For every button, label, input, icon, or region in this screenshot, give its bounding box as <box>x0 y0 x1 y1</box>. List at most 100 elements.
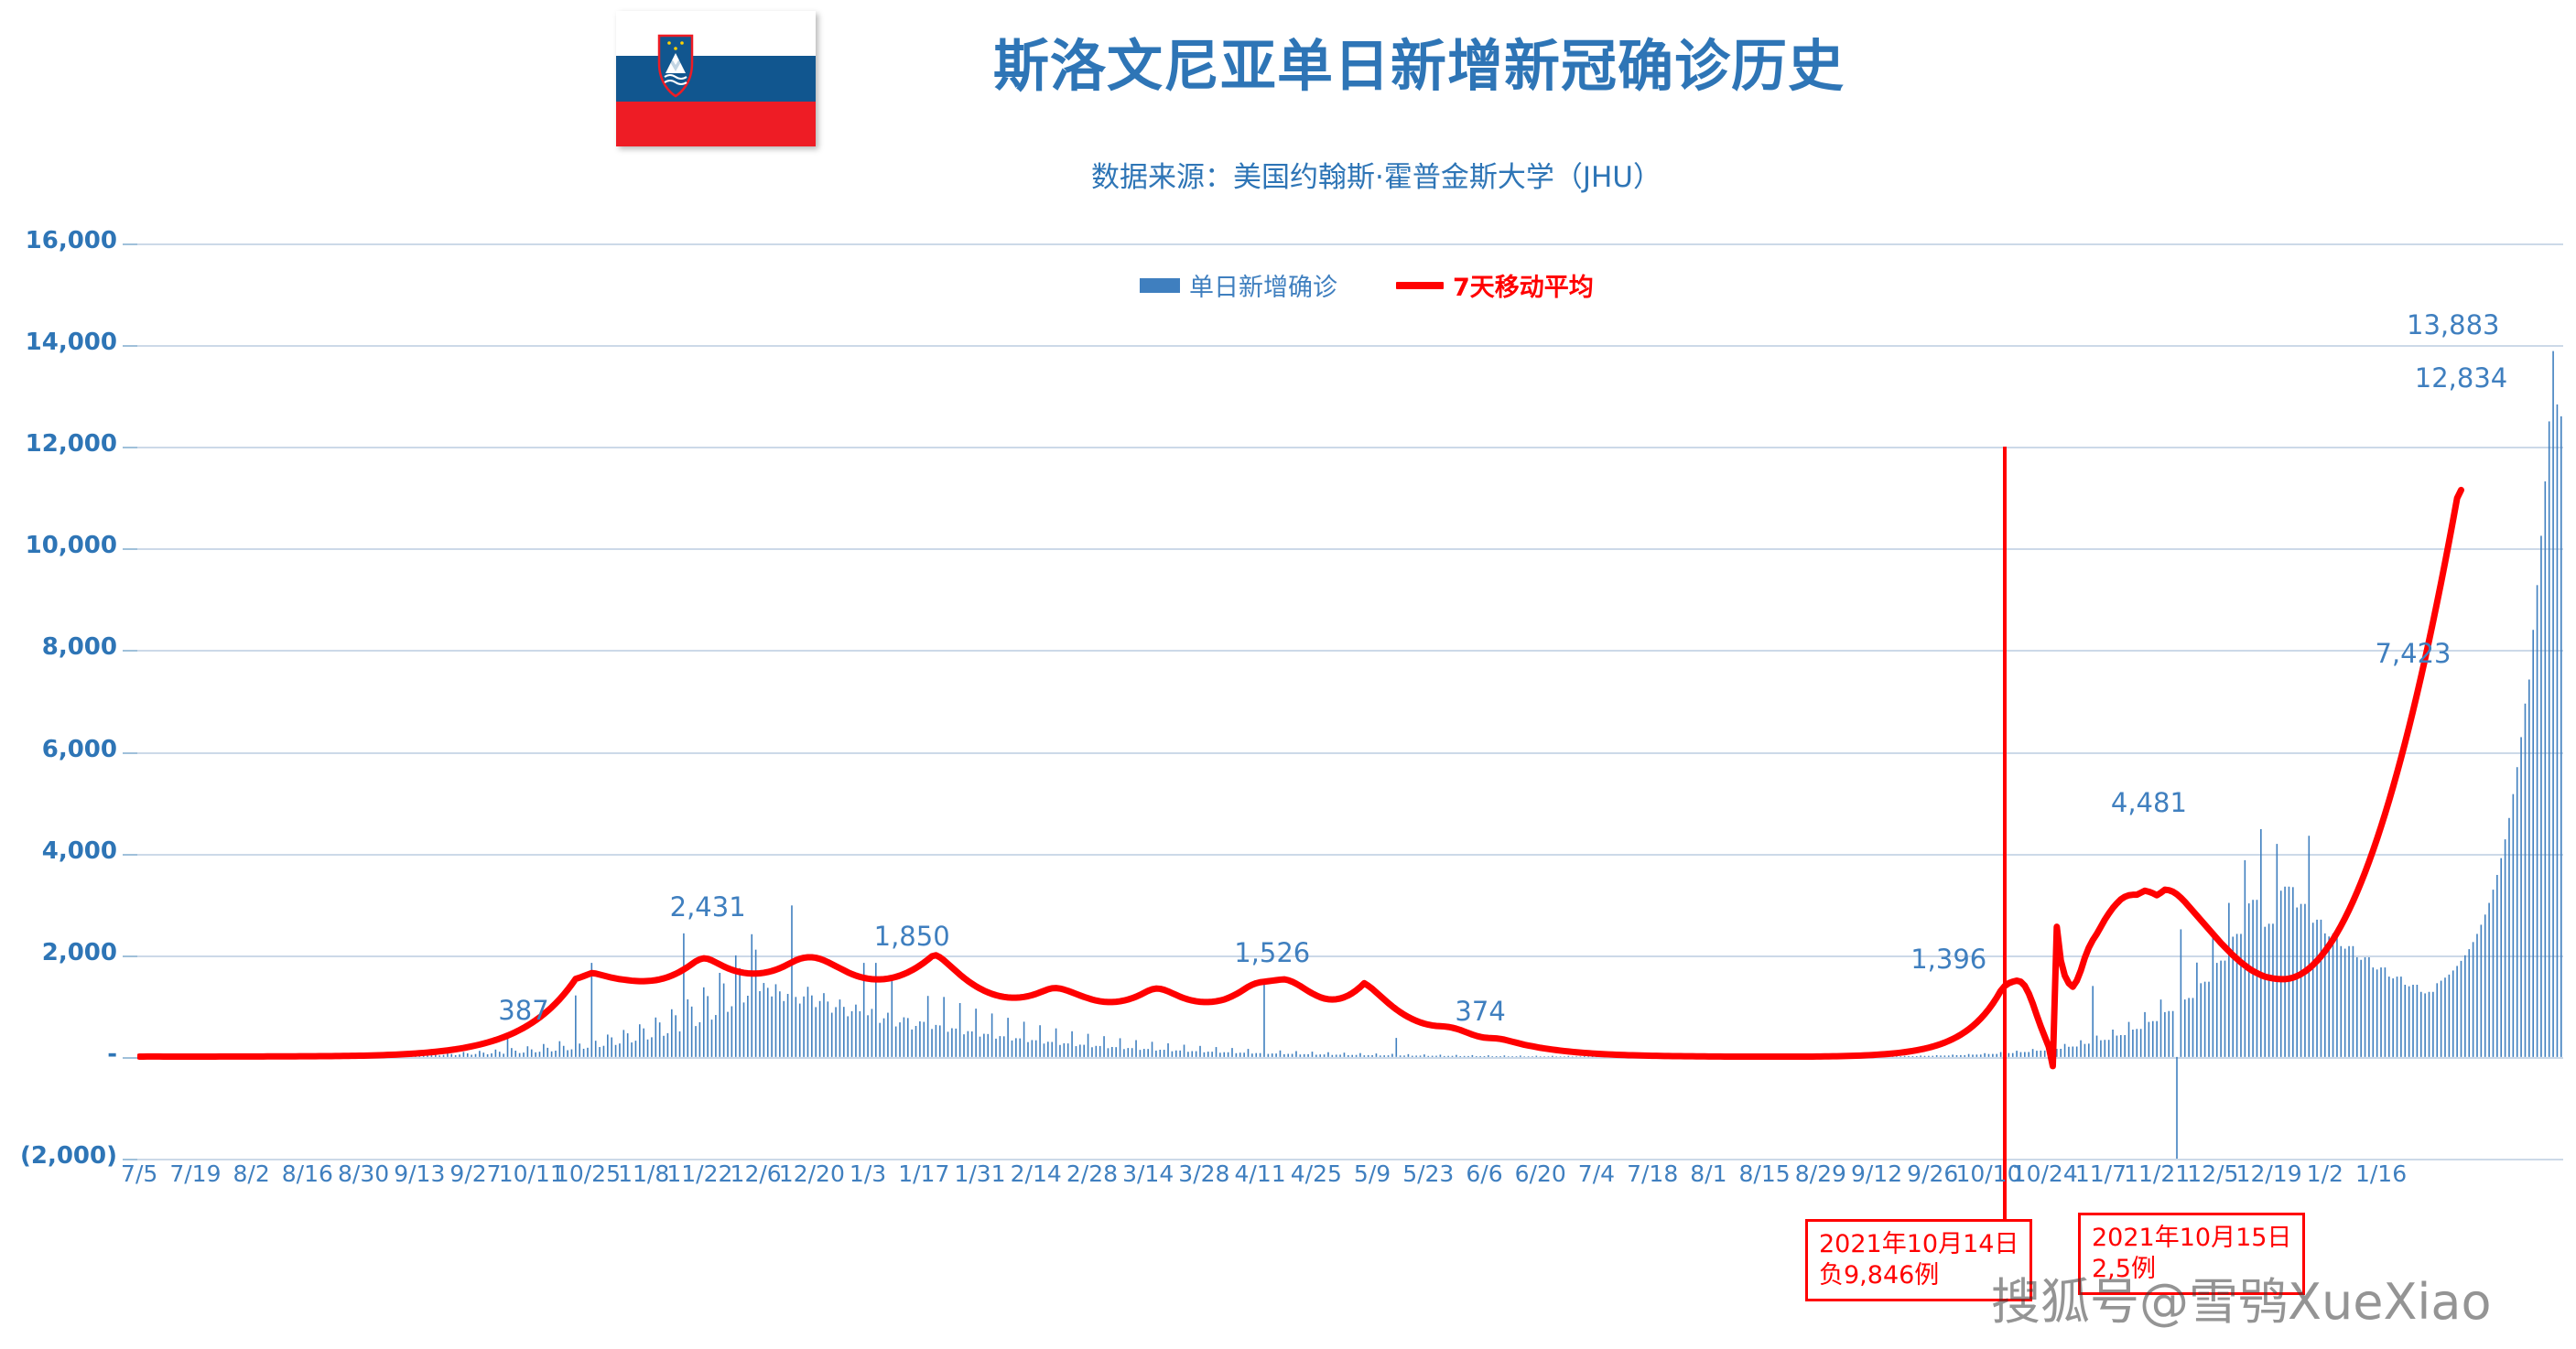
x-axis-tick-label: 7/4 <box>1577 1160 1616 1187</box>
flag-band-blue <box>616 56 816 102</box>
x-axis-tick-label: 10/10 <box>1955 1160 2022 1187</box>
data-point-label: 1,526 <box>1234 937 1311 969</box>
x-axis-tick-label: 11/7 <box>2074 1160 2127 1187</box>
gridline <box>137 751 2563 754</box>
x-axis-tick-label: 1/31 <box>954 1160 1006 1187</box>
x-axis-tick-label: 7/5 <box>121 1160 158 1187</box>
x-axis-tick-label: 12/6 <box>730 1160 782 1187</box>
y-axis-tick-label: 10,000 <box>25 532 117 560</box>
x-axis-tick-label: 12/20 <box>778 1160 845 1187</box>
y-axis-tick <box>123 447 137 449</box>
y-axis-tick <box>123 650 137 653</box>
gridline <box>137 447 2563 449</box>
x-axis-tick-label: 5/23 <box>1402 1160 1455 1187</box>
x-axis-tick-label: 9/12 <box>1850 1160 1903 1187</box>
marker-line <box>2002 447 2007 1268</box>
flag-band-red <box>616 101 816 146</box>
annotation-2021-10-15: 2021年10月15日 2,5例 <box>2078 1213 2306 1295</box>
data-point-label: 13,883 <box>2406 308 2500 340</box>
x-axis-tick-label: 3/14 <box>1122 1160 1174 1187</box>
x-axis-tick-label: 6/20 <box>1514 1160 1566 1187</box>
gridline <box>137 1056 2563 1059</box>
data-point-label: 1,850 <box>873 921 950 953</box>
legend-label-moving-average: 7天移动平均 <box>1453 274 1594 302</box>
legend-label-daily-cases: 单日新增确诊 <box>1189 274 1337 302</box>
x-axis-tick-label: 9/13 <box>394 1160 446 1187</box>
x-axis-tick-label: 8/2 <box>233 1160 270 1187</box>
y-axis-tick <box>123 345 137 348</box>
annotation-2021-10-14-line2: 负9,846例 <box>1819 1260 1940 1290</box>
x-axis-tick-label: 2/28 <box>1066 1160 1119 1187</box>
x-axis-tick-label: 6/6 <box>1466 1160 1503 1187</box>
annotation-2021-10-14-line1: 2021年10月14日 <box>1819 1230 2019 1258</box>
data-point-label: 1,396 <box>1910 944 1987 976</box>
data-point-label: 387 <box>498 995 549 1027</box>
data-point-label: 2,431 <box>669 890 746 923</box>
x-axis-tick-label: 1/2 <box>2306 1160 2343 1187</box>
y-axis-tick-label: (2,000) <box>19 1142 117 1170</box>
annotation-2021-10-15-line2: 2,5例 <box>2092 1254 2156 1283</box>
gridline <box>137 955 2563 957</box>
flag-band-white <box>616 11 816 57</box>
y-axis-tick-label: 2,000 <box>41 938 117 966</box>
x-axis-tick-label: 9/27 <box>449 1160 502 1187</box>
y-axis-tick <box>123 243 137 245</box>
x-axis-tick-label: 7/19 <box>169 1160 222 1187</box>
data-point-label: 374 <box>1455 996 1506 1028</box>
x-axis-tick-label: 8/29 <box>1794 1160 1846 1187</box>
y-axis-tick <box>123 1056 137 1059</box>
gridline <box>137 1159 2563 1160</box>
data-point-label: 7,423 <box>2375 637 2452 669</box>
legend-bar-swatch-icon <box>1140 277 1180 293</box>
x-axis-tick-label: 11/8 <box>618 1160 670 1187</box>
bar-series-daily-cases <box>138 351 2562 1159</box>
x-axis-tick-label: 8/16 <box>281 1160 333 1187</box>
y-axis-tick-label: 8,000 <box>41 633 117 662</box>
x-axis-tick-label: 12/19 <box>2235 1160 2302 1187</box>
gridline <box>137 345 2563 348</box>
x-axis-tick-label: 2/14 <box>1010 1160 1062 1187</box>
x-axis-tick-label: 12/5 <box>2187 1160 2239 1187</box>
data-point-label: 4,481 <box>2110 786 2187 818</box>
legend-line-swatch-icon <box>1396 281 1444 289</box>
y-axis-tick-label: 16,000 <box>25 227 117 254</box>
x-axis-tick-label: 1/16 <box>2354 1160 2408 1187</box>
page-title: 斯洛文尼亚单日新增新冠确诊历史 <box>993 34 1845 99</box>
y-axis-tick-label: 4,000 <box>41 836 117 865</box>
data-point-label: 12,834 <box>2414 362 2508 394</box>
x-axis-tick-label: 11/22 <box>666 1160 733 1187</box>
x-axis-tick-label: 8/30 <box>337 1160 390 1187</box>
x-axis-tick-label: 1/3 <box>849 1160 887 1187</box>
y-axis-tick-label: - <box>107 1040 117 1068</box>
annotation-2021-10-15-line1: 2021年10月15日 <box>2092 1224 2292 1252</box>
x-axis-tick-label: 10/25 <box>554 1160 621 1187</box>
data-source-subtitle: 数据来源：美国约翰斯·霍普金斯大学（JHU） <box>1091 161 1661 194</box>
x-axis-tick-label: 4/25 <box>1290 1160 1342 1187</box>
gridline <box>137 243 2563 245</box>
y-axis-tick-label: 6,000 <box>41 735 117 763</box>
y-axis-tick <box>123 751 137 754</box>
x-axis-tick-label: 8/15 <box>1738 1160 1791 1187</box>
y-axis-tick <box>123 955 137 957</box>
legend-item-moving-average[interactable]: 7天移动平均 <box>1396 267 1594 303</box>
x-axis: 7/5 7/19 8/2 8/16 8/30 9/13 9/27 10/11 10/25 11/8… <box>121 1160 2563 1197</box>
x-axis-tick-label: 4/11 <box>1234 1160 1286 1187</box>
x-axis-tick-label: 10/24 <box>2011 1160 2078 1187</box>
x-axis-tick-label: 9/26 <box>1907 1160 1959 1187</box>
x-axis-tick-label: 7/18 <box>1627 1160 1679 1187</box>
x-axis-tick-label: 11/21 <box>2124 1160 2191 1187</box>
y-axis-tick <box>123 548 137 551</box>
plot-area: 387 2,431 1,850 1,526 374 1,396 4,481 7,423 13,8… <box>137 243 2563 1268</box>
legend-item-daily-cases[interactable]: 单日新增确诊 <box>1140 267 1337 303</box>
y-axis-tick <box>123 1159 137 1160</box>
x-axis-tick-label: 8/1 <box>1690 1160 1727 1187</box>
slovenia-flag <box>616 11 816 146</box>
line-series-moving-average <box>137 243 2563 1159</box>
gridline <box>137 650 2563 653</box>
x-axis-tick-label: 10/11 <box>498 1160 565 1187</box>
y-axis-tick-label: 12,000 <box>25 430 117 459</box>
gridline <box>137 853 2563 856</box>
x-axis-tick-label: 3/28 <box>1178 1160 1230 1187</box>
slovenia-crest-icon <box>657 34 694 98</box>
